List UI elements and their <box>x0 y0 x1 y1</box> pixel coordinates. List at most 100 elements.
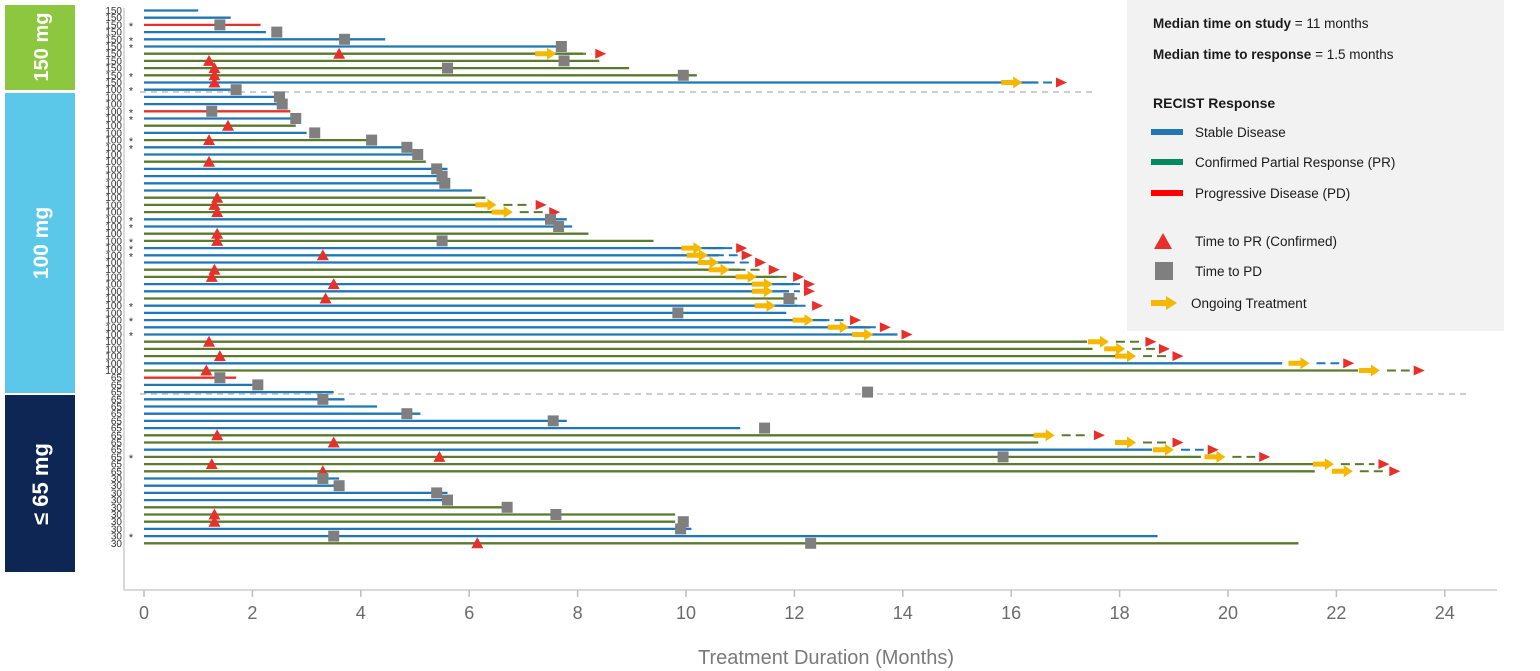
legend-item-square: Time to PD <box>1151 260 1262 282</box>
pr-triangle-marker <box>222 119 235 131</box>
row-dose-label: 100 <box>105 200 122 211</box>
row-star: * <box>129 21 134 33</box>
ongoing-flag-marker <box>793 271 805 282</box>
x-tick-label-14: 14 <box>893 603 913 623</box>
pd-square-marker <box>997 451 1009 463</box>
pr-triangle-marker <box>205 270 218 282</box>
row-dose-label: 100 <box>105 251 122 262</box>
pd-square-marker <box>412 149 424 160</box>
pr-triangle-marker <box>471 537 484 549</box>
pr-triangle-marker <box>203 134 216 146</box>
ongoing-arrow-marker <box>1331 465 1353 478</box>
row-dose-label: 100 <box>105 337 122 348</box>
row-star: * <box>129 331 134 343</box>
pr-triangle-marker <box>327 278 340 290</box>
pd-square-marker <box>431 487 443 499</box>
x-tick-label-24: 24 <box>1435 603 1455 623</box>
ongoing-arrow-marker <box>1288 357 1310 370</box>
ongoing-arrow-marker <box>735 270 757 283</box>
ongoing-arrow-marker <box>1152 443 1174 456</box>
row-dose-label: 30 <box>111 496 123 507</box>
ongoing-arrow-marker <box>1001 76 1023 89</box>
pr-triangle-marker <box>203 54 216 66</box>
pr-triangle-marker <box>200 364 213 376</box>
stable-swatch <box>1151 129 1183 135</box>
row-dose-label: 100 <box>105 100 122 111</box>
row-star: * <box>129 244 134 256</box>
pd-square-marker <box>783 293 795 304</box>
pd-square-marker <box>805 537 817 549</box>
pd-square-marker <box>436 170 448 182</box>
pr-triangle-marker <box>203 155 216 167</box>
pd-square-marker <box>545 213 556 225</box>
row-dose-label: 65 <box>111 373 123 384</box>
median-time-to-response-label: Median time to response <box>1153 47 1312 62</box>
pd-square-marker <box>333 480 345 492</box>
pd-square-marker <box>317 393 329 405</box>
ongoing-arrow-marker <box>1115 350 1137 363</box>
confirmed-pr-swatch <box>1151 159 1183 165</box>
row-dose-label: 65 <box>111 467 123 478</box>
row-dose-label: 30 <box>111 524 123 535</box>
row-dose-label: 100 <box>105 193 122 204</box>
row-dose-label: 65 <box>111 395 123 406</box>
row-star: * <box>129 35 134 47</box>
pr-triangle-marker <box>316 249 329 261</box>
pr-triangle-marker <box>208 76 221 88</box>
pr-triangle-marker <box>433 450 446 462</box>
band-150mg <box>5 5 75 90</box>
event-markers <box>200 19 1425 549</box>
ongoing-arrow-marker <box>1104 342 1126 355</box>
x-axis-title: Treatment Duration (Months) <box>698 647 954 669</box>
row-star: * <box>129 532 134 544</box>
row-dose-label: 65 <box>111 431 123 442</box>
row-dose-label: 30 <box>111 532 123 543</box>
row-dose-label: 100 <box>105 121 122 132</box>
row-star: * <box>129 223 134 235</box>
row-dose-label: 30 <box>111 474 123 485</box>
x-tick-label-8: 8 <box>573 603 583 623</box>
pd-square-marker <box>862 386 874 398</box>
pd-square-marker <box>672 307 684 319</box>
legend-heading: RECIST Response <box>1153 95 1276 111</box>
legend-label-triangle: Time to PR (Confirmed) <box>1195 233 1338 249</box>
pd-square-marker <box>214 19 226 31</box>
pr-triangle-marker <box>319 292 332 304</box>
legend-item-stable: Stable Disease <box>1151 121 1286 143</box>
pd-square-marker <box>558 55 570 67</box>
row-dose-label: 100 <box>105 172 122 183</box>
legend-panel: Median time on study = 11 months Median … <box>1127 0 1504 331</box>
ongoing-arrow-marker <box>681 242 703 255</box>
pd-square-marker <box>401 408 413 420</box>
pr-triangle-marker <box>333 47 346 59</box>
ongoing-flag-marker <box>1145 336 1157 347</box>
row-star: * <box>129 237 134 249</box>
pd-square-marker <box>271 26 283 38</box>
row-dose-label: 100 <box>105 208 122 219</box>
ongoing-arrow-marker <box>1087 335 1109 348</box>
median-time-on-study-value: = 11 months <box>1294 16 1369 31</box>
row-dose-label: 150 <box>105 78 122 89</box>
row-dose-label: 100 <box>105 164 122 175</box>
ongoing-flag-marker <box>736 243 748 254</box>
x-tick-label-0: 0 <box>139 603 149 623</box>
pr-triangle-marker <box>203 335 216 347</box>
row-star: * <box>129 453 134 465</box>
row-dose-label: 100 <box>105 107 122 118</box>
legend-label-square: Time to PD <box>1195 263 1263 279</box>
ongoing-flag-marker <box>1093 430 1105 441</box>
legend-label-confirmed-pr: Confirmed Partial Response (PR) <box>1195 154 1396 170</box>
pr-triangle-marker <box>211 227 224 239</box>
pr-triangle-marker <box>208 69 221 81</box>
ongoing-flag-marker <box>901 329 913 340</box>
ongoing-arrow-marker <box>1115 436 1137 449</box>
ongoing-flag-marker <box>1378 459 1390 470</box>
x-tick-label-2: 2 <box>247 603 257 623</box>
x-axis-ticks: 0 2 4 6 8 10 12 14 16 18 20 22 24 <box>139 590 1455 623</box>
legend-label-arrow: Ongoing Treatment <box>1191 295 1307 311</box>
ongoing-arrow-marker <box>852 328 874 341</box>
ongoing-arrow-marker <box>708 263 730 276</box>
row-dose-label: 150 <box>105 71 122 82</box>
pd-square-marker <box>366 134 378 146</box>
